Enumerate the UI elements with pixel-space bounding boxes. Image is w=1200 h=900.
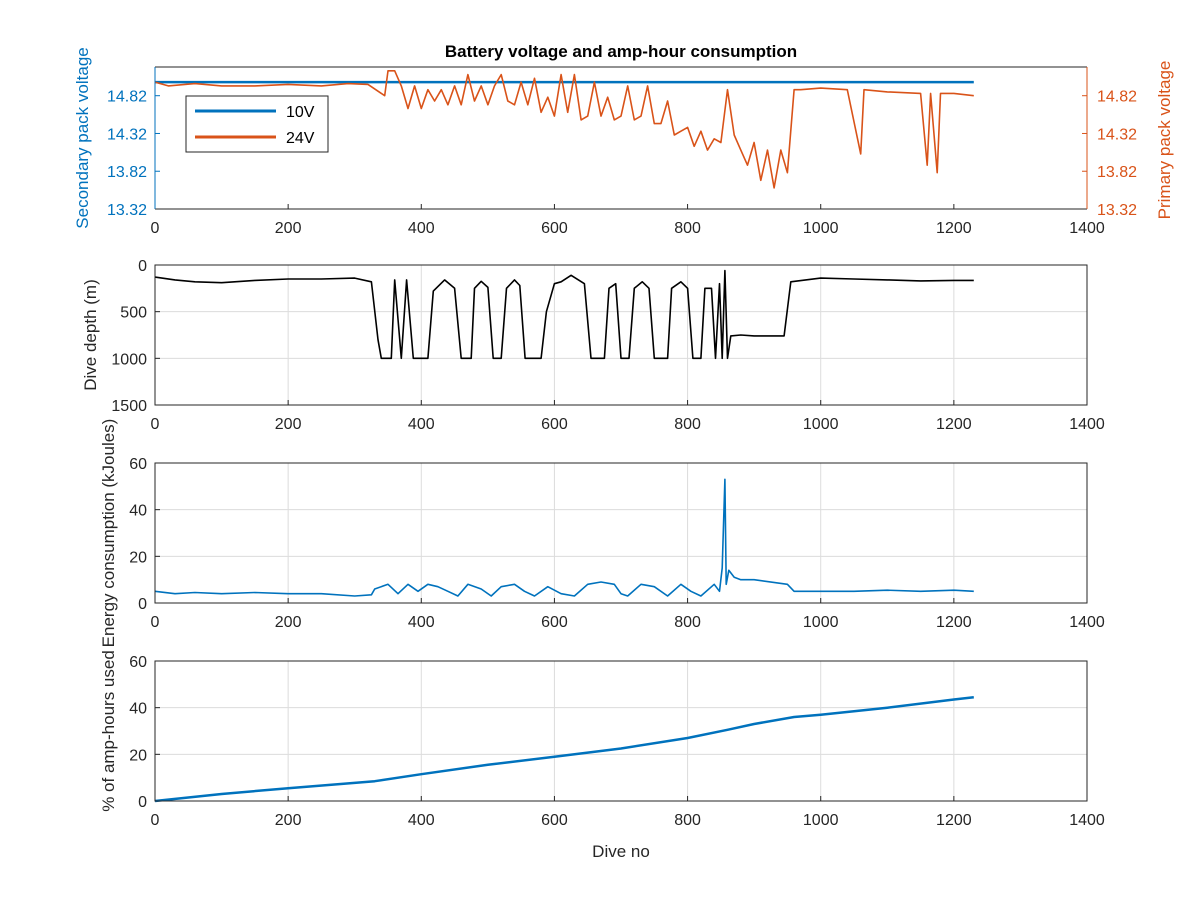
x-tick-label: 800 bbox=[674, 416, 701, 433]
y-tick-label: 1500 bbox=[111, 398, 147, 415]
legend-label: 10V bbox=[286, 104, 315, 121]
y-right-tick-label: 13.82 bbox=[1097, 164, 1137, 181]
y-tick-label: 14.82 bbox=[107, 89, 147, 106]
axes-frame bbox=[154, 264, 1088, 406]
x-tick-label: 800 bbox=[674, 614, 701, 631]
series-line bbox=[154, 478, 974, 597]
x-tick-label: 1000 bbox=[803, 416, 839, 433]
x-tick-label: 1200 bbox=[936, 416, 972, 433]
series-line-24v bbox=[154, 70, 974, 189]
x-tick-label: 400 bbox=[408, 614, 435, 631]
x-tick-label: 200 bbox=[275, 416, 302, 433]
x-tick-label: 1000 bbox=[803, 220, 839, 237]
y-tick-label: 500 bbox=[120, 305, 147, 322]
plot-area bbox=[155, 661, 1087, 801]
y-right-tick-label: 14.82 bbox=[1097, 89, 1137, 106]
x-tick-label: 600 bbox=[541, 220, 568, 237]
y-axis-title: Dive depth (m) bbox=[81, 279, 100, 390]
figure-title: Battery voltage and amp-hour consumption bbox=[445, 42, 797, 61]
amp-hours-panel: 0 200 400 600 800 1000 1200 1400 0 20 40 60 % of amp… bbox=[99, 650, 1105, 861]
legend: 10V 24V bbox=[185, 95, 329, 153]
voltage-panel: 0 200 400 600 800 1000 1200 140013.3213.8214.32… bbox=[73, 47, 1174, 237]
x-tick-label: 1400 bbox=[1069, 416, 1105, 433]
x-tick-label: 0 bbox=[151, 416, 160, 433]
x-tick-label: 200 bbox=[275, 220, 302, 237]
plot-area bbox=[155, 265, 1087, 405]
axes-frame bbox=[154, 462, 1088, 604]
x-tick-label: 400 bbox=[408, 220, 435, 237]
x-tick-label: 1400 bbox=[1069, 220, 1105, 237]
y-tick-label: 20 bbox=[129, 747, 147, 764]
legend-box bbox=[185, 95, 329, 153]
y-tick-label: 14.32 bbox=[107, 126, 147, 143]
x-axis-title: Dive no bbox=[592, 842, 650, 861]
x-tick-label: 600 bbox=[541, 614, 568, 631]
series-line bbox=[154, 695, 974, 803]
x-tick-label: 0 bbox=[151, 812, 160, 829]
y-right-tick-label: 14.32 bbox=[1097, 126, 1137, 143]
y-tick-label: 40 bbox=[129, 503, 147, 520]
y-axis-title: Secondary pack voltage bbox=[73, 47, 92, 228]
y-tick-label: 1000 bbox=[111, 351, 147, 368]
y-tick-label: 0 bbox=[138, 258, 147, 275]
y-tick-label: 40 bbox=[129, 701, 147, 718]
x-tick-label: 0 bbox=[151, 614, 160, 631]
x-tick-label: 1200 bbox=[936, 614, 972, 631]
x-tick-label: 800 bbox=[674, 220, 701, 237]
x-tick-label: 200 bbox=[275, 614, 302, 631]
x-tick-label: 400 bbox=[408, 416, 435, 433]
x-tick-label: 1200 bbox=[936, 812, 972, 829]
axes-frame bbox=[154, 660, 1088, 802]
plot-area bbox=[155, 463, 1087, 603]
x-tick-label: 1400 bbox=[1069, 812, 1105, 829]
dive-depth-panel: 0 200 400 600 800 1000 1200 1400 0 500 1000 1500 Div… bbox=[81, 258, 1105, 433]
energy-panel: 0 200 400 600 800 1000 1200 1400 0 20 40 60 Energy c… bbox=[99, 419, 1105, 648]
y-right-tick-label: 13.32 bbox=[1097, 202, 1137, 219]
y-tick-label: 13.82 bbox=[107, 164, 147, 181]
y-tick-label: 60 bbox=[129, 456, 147, 473]
y-tick-label: 60 bbox=[129, 654, 147, 671]
legend-label: 24V bbox=[286, 130, 315, 147]
y-tick-label: 20 bbox=[129, 549, 147, 566]
y-right-axis-title: Primary pack voltage bbox=[1155, 61, 1174, 220]
x-tick-label: 1000 bbox=[803, 614, 839, 631]
x-tick-label: 600 bbox=[541, 416, 568, 433]
x-tick-label: 0 bbox=[151, 220, 160, 237]
x-tick-label: 800 bbox=[674, 812, 701, 829]
y-axis-title: Energy consumption (kJoules) bbox=[99, 419, 118, 648]
series-line bbox=[154, 269, 974, 360]
x-tick-label: 1000 bbox=[803, 812, 839, 829]
x-tick-label: 1400 bbox=[1069, 614, 1105, 631]
y-tick-label: 0 bbox=[138, 794, 147, 811]
y-tick-label: 0 bbox=[138, 596, 147, 613]
x-tick-label: 600 bbox=[541, 812, 568, 829]
y-tick-label: 13.32 bbox=[107, 202, 147, 219]
x-tick-label: 1200 bbox=[936, 220, 972, 237]
x-tick-label: 200 bbox=[275, 812, 302, 829]
y-axis-title: % of amp-hours used bbox=[99, 650, 118, 812]
x-tick-label: 400 bbox=[408, 812, 435, 829]
